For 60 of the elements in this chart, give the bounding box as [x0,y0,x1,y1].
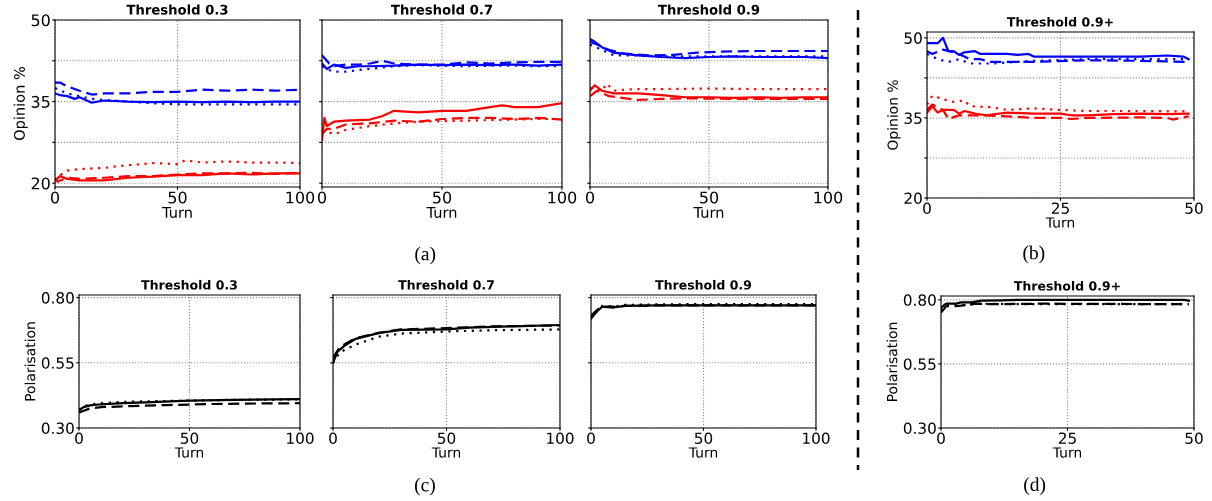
chart-title: Threshold 0.9 [655,279,752,290]
y-axis-title: Polarisation [886,322,898,401]
x-tick-label: 100 [548,191,577,204]
y-tick-label: 0.80 [903,294,936,306]
x-axis-title: Turn [1045,217,1075,228]
chart-title: Threshold 0.7 [391,4,492,15]
x-tick-label: 100 [287,432,314,444]
y-tick-label: 20 [31,177,50,190]
x-tick-label: 25 [1058,432,1076,444]
y-tick-label: 35 [904,112,922,124]
y-tick-label: 50 [904,32,922,44]
y-axis-title: Polarisation [24,322,36,401]
x-tick-label: 0 [585,191,595,204]
x-tick-label: 100 [814,191,843,204]
x-axis-title: Turn [426,207,457,218]
y-axis-title: Opinion % [13,66,28,141]
y-tick-label: 0.30 [903,422,936,435]
x-tick-label: 50 [700,191,719,204]
y-tick-label: 0.80 [41,292,74,304]
y-tick-label: 20 [904,192,922,205]
x-tick-label: 0 [587,432,595,444]
x-tick-label: 100 [286,191,315,204]
x-axis-title: Turn [431,447,461,458]
x-tick-label: 50 [694,432,713,444]
chart-title: Threshold 0.9+ [1013,280,1120,291]
chart-title: Threshold 0.9 [658,4,760,15]
y-tick-label: 0.55 [903,358,936,370]
x-tick-label: 50 [168,191,187,204]
x-axis-title: Turn [688,447,718,458]
x-tick-label: 100 [803,432,830,444]
text: (a) [415,246,436,265]
x-tick-label: 25 [1051,202,1069,214]
y-tick-label: 0.55 [41,357,74,369]
y-axis-title: Opinion % [887,80,901,150]
y-tick-label: 50 [31,14,50,27]
x-axis-title: Turn [161,207,192,218]
x-axis-title: Turn [174,447,204,458]
text: (d) [1024,477,1046,495]
x-tick-label: 0 [937,432,945,444]
chart-title: Threshold 0.3 [126,4,228,15]
x-tick-label: 50 [1185,202,1203,214]
chart-title: Threshold 0.3 [141,279,237,290]
x-tick-label: 100 [547,432,574,444]
x-tick-label: 0 [50,191,60,204]
chart-title: Threshold 0.9+ [1006,16,1113,27]
x-axis-title: Turn [1052,447,1082,458]
y-tick-label: 35 [31,95,50,108]
x-tick-label: 0 [75,432,83,444]
text: (b) [1023,245,1045,264]
chart-title: Threshold 0.7 [398,279,494,290]
x-tick-label: 0 [317,191,327,204]
x-tick-label: 0 [329,432,337,444]
x-tick-label: 0 [923,202,931,214]
x-tick-label: 50 [437,432,456,444]
x-axis-title: Turn [693,207,724,218]
x-tick-label: 50 [180,432,199,444]
y-tick-label: 0.30 [41,422,74,435]
x-tick-label: 50 [1185,432,1203,444]
x-tick-label: 50 [433,191,452,204]
text: (c) [415,477,435,496]
